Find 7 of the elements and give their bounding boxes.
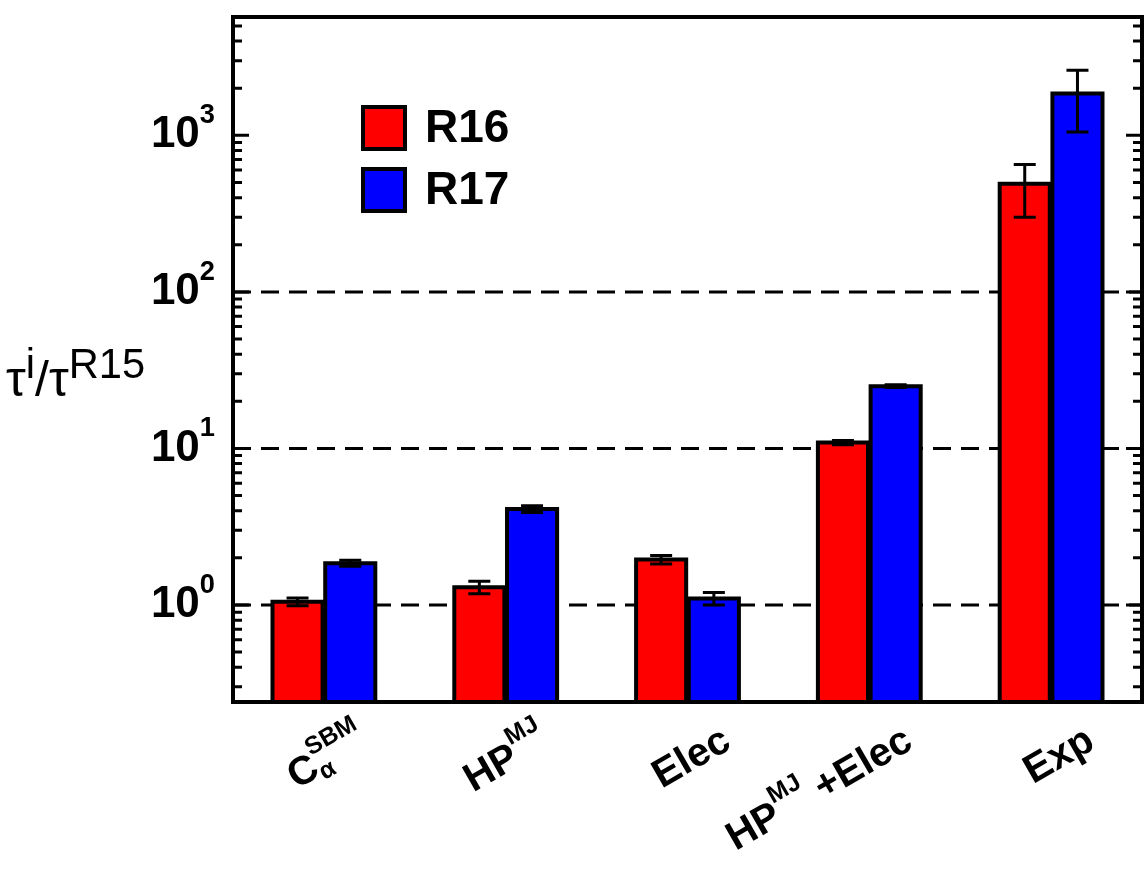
x-tick-label: Exp	[1015, 716, 1101, 792]
x-tick-label: HPMJ	[455, 709, 543, 800]
x-tick-label: Elec	[643, 716, 737, 796]
legend-label: R17	[425, 161, 510, 214]
y-axis-title: τ$^{i}$/τ$^{R15}$	[6, 340, 146, 408]
x-tick-label: CαSBM	[278, 709, 361, 797]
legend-label: R16	[425, 99, 510, 152]
